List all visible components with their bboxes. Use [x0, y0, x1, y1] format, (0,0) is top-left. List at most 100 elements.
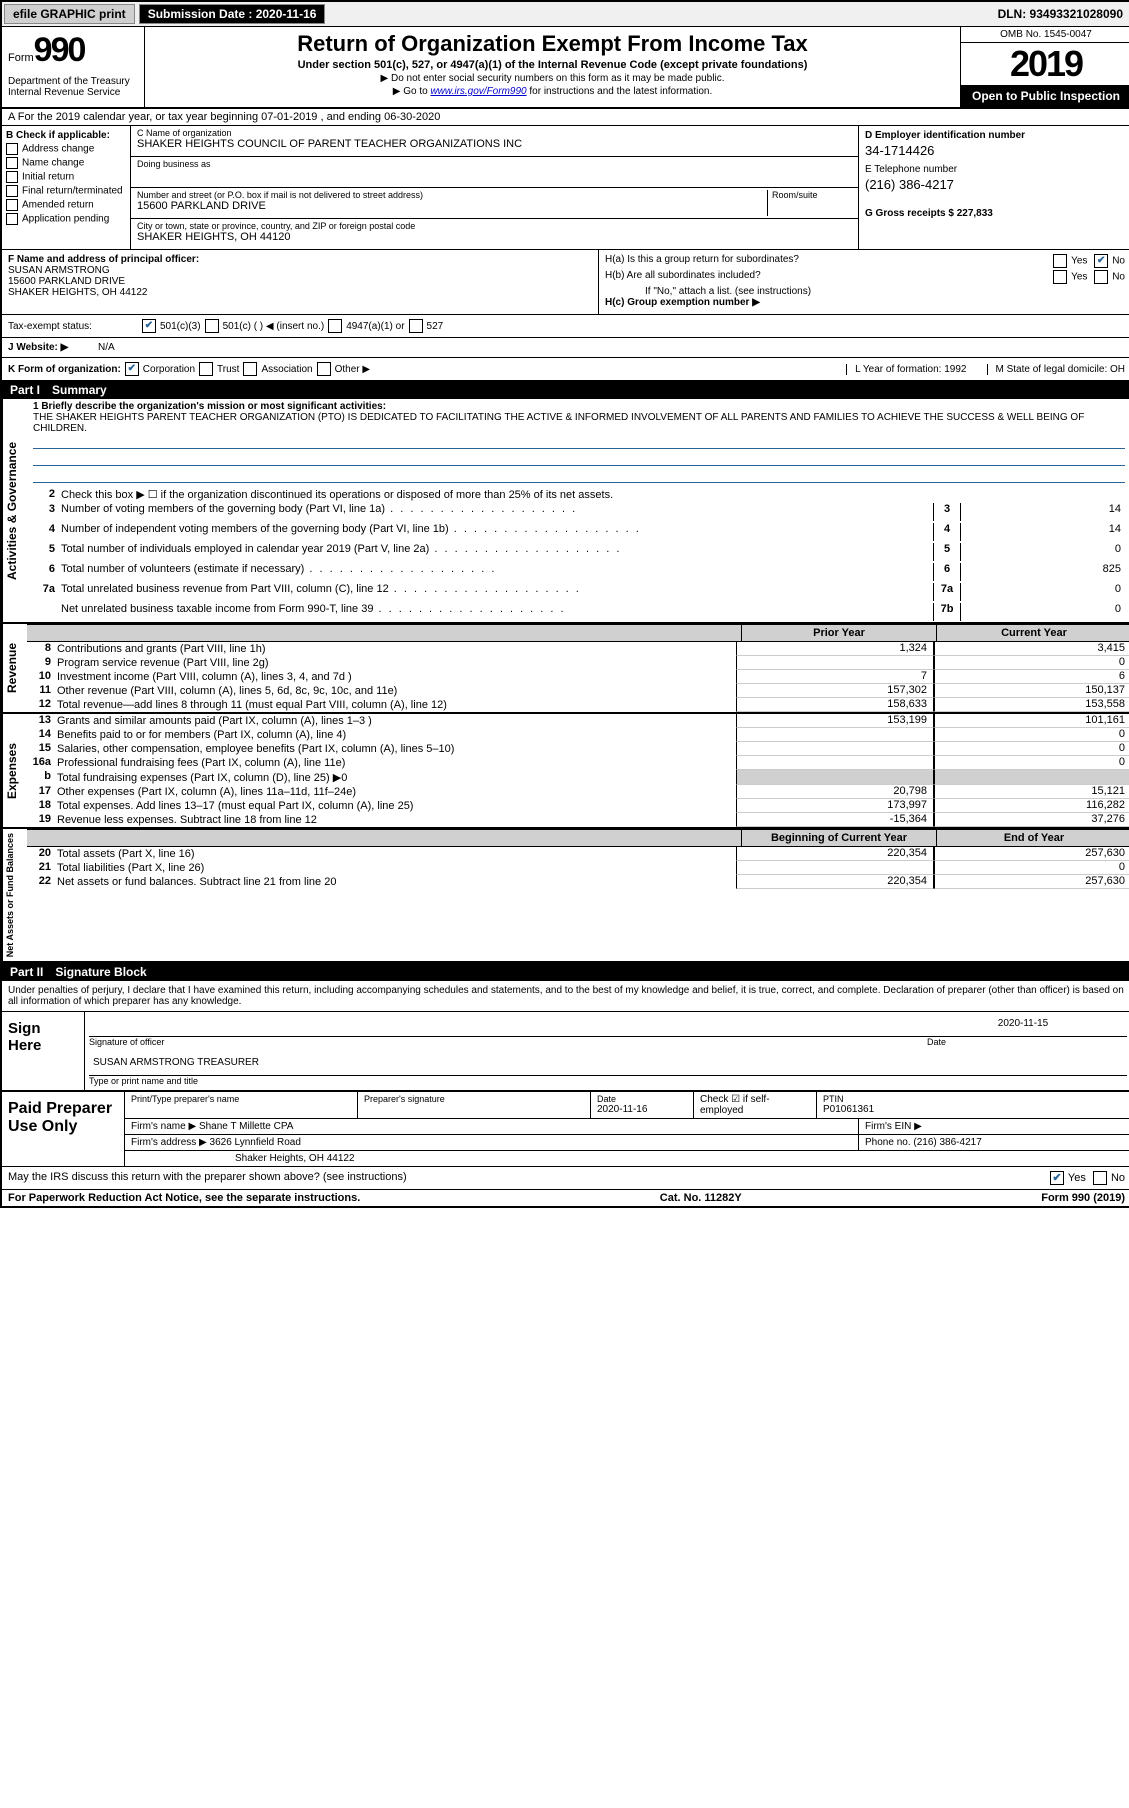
fin-row: bTotal fundraising expenses (Part IX, co…: [27, 770, 1129, 785]
check-b-col: B Check if applicable: Address change Na…: [2, 126, 131, 249]
fin-row: 13Grants and similar amounts paid (Part …: [27, 714, 1129, 728]
officer-sig-line[interactable]: 2020-11-15: [89, 1016, 1127, 1037]
chk-address[interactable]: Address change: [6, 143, 126, 155]
fin-row: 21Total liabilities (Part X, line 26)0: [27, 861, 1129, 875]
title-block: Return of Organization Exempt From Incom…: [145, 27, 960, 107]
officer-f: F Name and address of principal officer:…: [2, 250, 599, 314]
line-a: A For the 2019 calendar year, or tax yea…: [2, 109, 1129, 126]
ha-no[interactable]: [1094, 254, 1108, 268]
end-year-hdr: End of Year: [936, 830, 1129, 846]
gov-line: 6Total number of volunteers (estimate if…: [27, 562, 1129, 582]
hb-no[interactable]: [1094, 270, 1108, 284]
org-c-col: C Name of organization SHAKER HEIGHTS CO…: [131, 126, 859, 249]
officer-typed-name: SUSAN ARMSTRONG TREASURER: [93, 1057, 259, 1073]
subtitle: Under section 501(c), 527, or 4947(a)(1)…: [155, 59, 950, 71]
gov-line: 2Check this box ▶ ☐ if the organization …: [27, 487, 1129, 502]
org-name: SHAKER HEIGHTS COUNCIL OF PARENT TEACHER…: [137, 138, 852, 150]
open-public: Open to Public Inspection: [961, 85, 1129, 107]
prior-year-hdr: Prior Year: [741, 625, 936, 641]
h-box: H(a) Is this a group return for subordin…: [599, 250, 1129, 314]
chk-assoc[interactable]: [243, 362, 257, 376]
paid-prep-label: Paid Preparer Use Only: [2, 1092, 125, 1166]
side-revenue: Revenue: [2, 624, 27, 712]
hc-row: H(c) Group exemption number ▶: [605, 297, 1125, 308]
fin-row: 10Investment income (Part VIII, column (…: [27, 670, 1129, 684]
section-revenue: Revenue Prior Year Current Year 8Contrib…: [2, 624, 1129, 714]
fin-row: 19Revenue less expenses. Subtract line 1…: [27, 813, 1129, 827]
section-expenses: Expenses 13Grants and similar amounts pa…: [2, 714, 1129, 829]
ha-yes[interactable]: [1053, 254, 1067, 268]
header: Form990 Department of the Treasury Inter…: [2, 27, 1129, 109]
chk-final[interactable]: Final return/terminated: [6, 185, 126, 197]
current-year-hdr: Current Year: [936, 625, 1129, 641]
chk-amended[interactable]: Amended return: [6, 199, 126, 211]
dln: DLN: 93493321028090: [998, 7, 1129, 21]
fin-row: 9Program service revenue (Part VIII, lin…: [27, 656, 1129, 670]
hb-row: H(b) Are all subordinates included? Yes …: [605, 270, 1125, 284]
gov-line: 4Number of independent voting members of…: [27, 522, 1129, 542]
side-expenses: Expenses: [2, 714, 27, 827]
year-block: OMB No. 1545-0047 2019 Open to Public In…: [960, 27, 1129, 107]
form-number: 990: [34, 31, 85, 69]
sign-here-label: Sign Here: [2, 1012, 85, 1090]
fin-row: 17Other expenses (Part IX, column (A), l…: [27, 785, 1129, 799]
fin-row: 18Total expenses. Add lines 13–17 (must …: [27, 799, 1129, 813]
chk-initial[interactable]: Initial return: [6, 171, 126, 183]
paid-preparer-row: Paid Preparer Use Only Print/Type prepar…: [2, 1090, 1129, 1166]
omb: OMB No. 1545-0047: [961, 27, 1129, 43]
entity-grid: B Check if applicable: Address change Na…: [2, 126, 1129, 250]
chk-corp[interactable]: [125, 362, 139, 376]
website-row: J Website: ▶ N/A: [2, 338, 1129, 358]
note1: ▶ Do not enter social security numbers o…: [155, 73, 950, 84]
chk-501c3[interactable]: [142, 319, 156, 333]
prep-name-cell: Print/Type preparer's name: [125, 1092, 358, 1118]
discuss-yes[interactable]: [1050, 1171, 1064, 1185]
ein-row: D Employer identification number 34-1714…: [865, 130, 1125, 158]
form-version: Form 990 (2019): [1041, 1192, 1125, 1204]
form-number-block: Form990 Department of the Treasury Inter…: [2, 27, 145, 107]
city-cell: City or town, state or province, country…: [131, 219, 858, 249]
hb-yes[interactable]: [1053, 270, 1067, 284]
chk-527[interactable]: [409, 319, 423, 333]
chk-name[interactable]: Name change: [6, 157, 126, 169]
submission-date: Submission Date : 2020-11-16: [139, 4, 326, 24]
gross-receipts: G Gross receipts $ 227,833: [865, 208, 1125, 219]
dba-cell: Doing business as: [131, 157, 858, 188]
footer: For Paperwork Reduction Act Notice, see …: [2, 1189, 1129, 1206]
fin-row: 11Other revenue (Part VIII, column (A), …: [27, 684, 1129, 698]
firm-addr2: Shaker Heights, OH 44122: [125, 1151, 1129, 1166]
discuss-row: May the IRS discuss this return with the…: [2, 1166, 1129, 1189]
note2: ▶ Go to www.irs.gov/Form990 for instruct…: [155, 86, 950, 97]
street: 15600 PARKLAND DRIVE: [137, 200, 767, 212]
chk-pending[interactable]: Application pending: [6, 213, 126, 225]
addr-cell: Number and street (or P.O. box if mail i…: [131, 188, 858, 219]
tax-status-row: Tax-exempt status: 501(c)(3) 501(c) ( ) …: [2, 315, 1129, 338]
form-title: Return of Organization Exempt From Incom…: [155, 31, 950, 57]
chk-trust[interactable]: [199, 362, 213, 376]
col-header-revenue: Prior Year Current Year: [27, 624, 1129, 642]
gov-line: 3Number of voting members of the governi…: [27, 502, 1129, 522]
firm-ein-cell: Firm's EIN ▶: [859, 1119, 1129, 1134]
form-prefix: Form: [8, 52, 34, 64]
gov-line: 5Total number of individuals employed in…: [27, 542, 1129, 562]
prep-date-cell: Date2020-11-16: [591, 1092, 694, 1118]
chk-501c[interactable]: [205, 319, 219, 333]
chk-4947[interactable]: [328, 319, 342, 333]
year-formation: L Year of formation: 1992: [846, 364, 966, 375]
side-governance: Activities & Governance: [2, 399, 27, 622]
website: N/A: [98, 342, 115, 353]
chk-other[interactable]: [317, 362, 331, 376]
check-b-label: B Check if applicable:: [6, 130, 126, 141]
domicile: M State of legal domicile: OH: [987, 364, 1126, 375]
form-990-page: efile GRAPHIC print Submission Date : 20…: [0, 0, 1129, 1208]
officer-h-row: F Name and address of principal officer:…: [2, 250, 1129, 315]
prep-sig-cell: Preparer's signature: [358, 1092, 591, 1118]
form990-link[interactable]: www.irs.gov/Form990: [430, 86, 526, 97]
prep-check-cell: Check ☑ if self-employed: [694, 1092, 817, 1118]
discuss-no[interactable]: [1093, 1171, 1107, 1185]
prep-ptin-cell: PTINP01061361: [817, 1092, 1129, 1118]
tax-year: 2019: [961, 43, 1129, 85]
cat-no: Cat. No. 11282Y: [660, 1192, 742, 1204]
mission-text: THE SHAKER HEIGHTS PARENT TEACHER ORGANI…: [33, 412, 1125, 434]
paperwork-notice: For Paperwork Reduction Act Notice, see …: [8, 1192, 360, 1204]
